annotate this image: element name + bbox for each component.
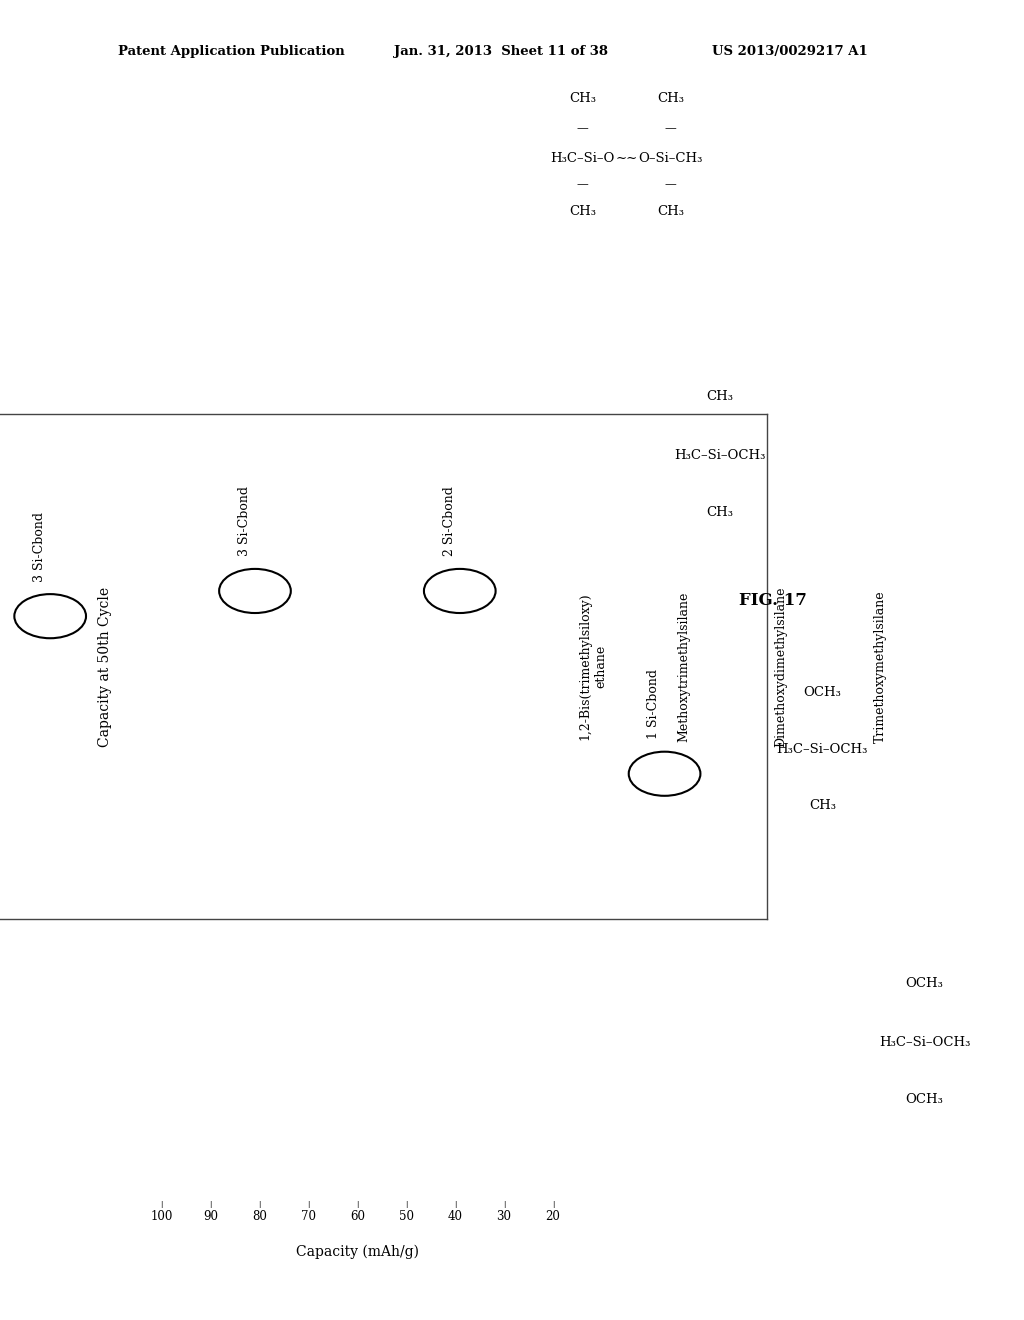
Text: CH₃: CH₃ xyxy=(569,205,596,218)
Text: H₃C–Si–O: H₃C–Si–O xyxy=(551,152,614,165)
Text: O–Si–CH₃: O–Si–CH₃ xyxy=(639,152,702,165)
Text: 90: 90 xyxy=(203,1210,218,1224)
Text: Jan. 31, 2013  Sheet 11 of 38: Jan. 31, 2013 Sheet 11 of 38 xyxy=(394,45,608,58)
Text: 1 Si-Cbond: 1 Si-Cbond xyxy=(647,669,660,739)
Text: Capacity (mAh/g): Capacity (mAh/g) xyxy=(296,1245,419,1259)
Text: OCH₃: OCH₃ xyxy=(804,686,841,700)
Text: |: | xyxy=(210,1201,212,1208)
Text: 70: 70 xyxy=(301,1210,316,1224)
Text: —: — xyxy=(665,123,677,135)
Text: Patent Application Publication: Patent Application Publication xyxy=(118,45,344,58)
Text: Methoxytrimethylsilane: Methoxytrimethylsilane xyxy=(678,591,690,742)
Text: Capacity at 50th Cycle: Capacity at 50th Cycle xyxy=(98,586,113,747)
Text: |: | xyxy=(454,1201,457,1208)
Text: |: | xyxy=(552,1201,554,1208)
Text: 80: 80 xyxy=(252,1210,267,1224)
Text: CH₃: CH₃ xyxy=(569,92,596,106)
Text: CH₃: CH₃ xyxy=(657,92,684,106)
Text: 2 Si-Cbond: 2 Si-Cbond xyxy=(442,487,456,556)
Text: 30: 30 xyxy=(497,1210,512,1224)
Text: FIG. 17: FIG. 17 xyxy=(739,593,807,609)
Text: —: — xyxy=(665,178,677,191)
Text: 1,2-Bis(trimethylsiloxy)
ethane: 1,2-Bis(trimethylsiloxy) ethane xyxy=(579,593,607,741)
Text: Trimethoxymethylsilane: Trimethoxymethylsilane xyxy=(874,590,887,743)
Text: H₃C–Si–OCH₃: H₃C–Si–OCH₃ xyxy=(674,449,766,462)
Text: Dimethoxydimethylsilane: Dimethoxydimethylsilane xyxy=(774,586,786,747)
Text: 50: 50 xyxy=(398,1210,414,1224)
Text: US 2013/0029217 A1: US 2013/0029217 A1 xyxy=(712,45,867,58)
Text: —: — xyxy=(577,178,589,191)
Text: ∼∼: ∼∼ xyxy=(615,152,638,165)
Text: |: | xyxy=(503,1201,505,1208)
Text: |: | xyxy=(356,1201,358,1208)
Text: OCH₃: OCH₃ xyxy=(906,1093,943,1106)
Text: |: | xyxy=(307,1201,309,1208)
Text: |: | xyxy=(406,1201,408,1208)
Text: H₃C–Si–OCH₃: H₃C–Si–OCH₃ xyxy=(879,1036,971,1049)
Text: CH₃: CH₃ xyxy=(707,506,733,519)
Text: 60: 60 xyxy=(350,1210,365,1224)
Text: 100: 100 xyxy=(151,1210,173,1224)
Text: 20: 20 xyxy=(546,1210,560,1224)
Text: CH₃: CH₃ xyxy=(707,389,733,403)
Text: H₃C–Si–OCH₃: H₃C–Si–OCH₃ xyxy=(776,743,868,756)
Text: CH₃: CH₃ xyxy=(657,205,684,218)
Text: 3 Si-Cbond: 3 Si-Cbond xyxy=(33,512,46,582)
Text: —: — xyxy=(577,123,589,135)
Text: 40: 40 xyxy=(447,1210,463,1224)
Text: 3 Si-Cbond: 3 Si-Cbond xyxy=(238,486,251,556)
Text: CH₃: CH₃ xyxy=(809,799,836,812)
Text: |: | xyxy=(161,1201,163,1208)
Text: OCH₃: OCH₃ xyxy=(906,977,943,990)
Text: |: | xyxy=(258,1201,261,1208)
